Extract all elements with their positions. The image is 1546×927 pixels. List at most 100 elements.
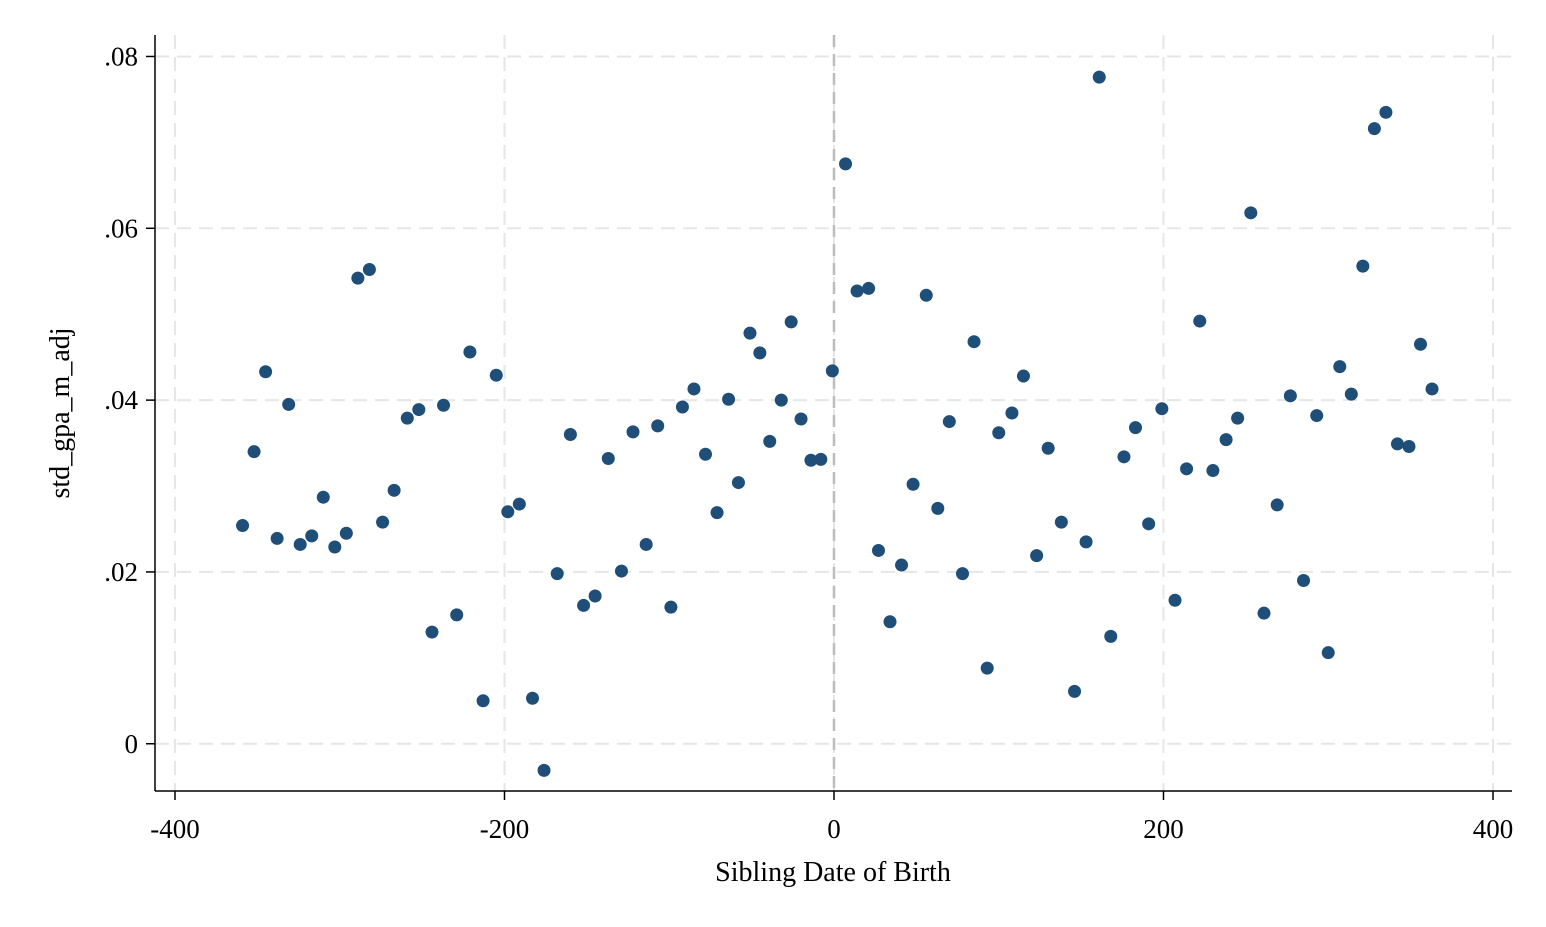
y-tick-label: 0 <box>125 729 139 759</box>
data-point <box>1379 105 1393 119</box>
data-point <box>1016 369 1030 383</box>
x-tick-label: -200 <box>480 814 530 844</box>
data-point <box>1297 574 1311 588</box>
data-point <box>814 452 828 466</box>
data-point <box>931 501 945 515</box>
data-point <box>698 447 712 461</box>
data-point <box>1206 464 1220 478</box>
data-point <box>774 393 788 407</box>
y-tick-label: .04 <box>104 385 138 415</box>
data-point <box>722 392 736 406</box>
data-point <box>563 427 577 441</box>
data-point <box>1041 441 1055 455</box>
data-point <box>601 452 615 466</box>
data-point <box>1425 382 1439 396</box>
data-point <box>1068 684 1082 698</box>
data-point <box>753 346 767 360</box>
data-point <box>512 497 526 511</box>
data-point <box>425 625 439 639</box>
data-point <box>526 691 540 705</box>
data-point <box>362 263 376 277</box>
y-tick-label: .08 <box>104 41 138 71</box>
data-point <box>980 661 994 675</box>
data-point <box>282 397 296 411</box>
data-point <box>1321 646 1335 660</box>
data-point <box>675 400 689 414</box>
data-point <box>1142 517 1156 531</box>
data-point <box>270 531 284 545</box>
data-point <box>1270 498 1284 512</box>
data-point <box>316 490 330 504</box>
data-point <box>1283 389 1297 403</box>
data-point <box>1155 402 1169 416</box>
data-point <box>537 763 551 777</box>
data-point <box>450 608 464 622</box>
data-point <box>763 434 777 448</box>
data-point <box>862 281 876 295</box>
data-point <box>1054 515 1068 529</box>
data-point <box>1310 409 1324 423</box>
data-point <box>804 453 818 467</box>
data-point <box>956 567 970 581</box>
x-tick-label: 400 <box>1473 814 1514 844</box>
data-point <box>906 477 920 491</box>
data-point <box>967 335 981 349</box>
data-point <box>1402 440 1416 454</box>
data-point <box>651 419 665 433</box>
data-point <box>1104 629 1118 643</box>
data-point <box>1005 406 1019 420</box>
data-point <box>883 615 897 629</box>
data-point <box>871 543 885 557</box>
data-point <box>437 398 451 412</box>
data-point <box>247 445 261 459</box>
data-point <box>614 564 628 578</box>
data-point <box>1367 122 1381 136</box>
points-layer <box>236 70 1439 777</box>
data-point <box>710 506 724 520</box>
grid-layer <box>155 35 1512 791</box>
data-point <box>328 540 342 554</box>
data-point <box>1193 314 1207 328</box>
data-point <box>588 589 602 603</box>
y-tick-label: .02 <box>104 557 138 587</box>
data-point <box>626 425 640 439</box>
data-point <box>1333 360 1347 374</box>
data-point <box>236 519 250 533</box>
data-point <box>376 515 390 529</box>
data-point <box>387 483 401 497</box>
data-point <box>825 364 839 378</box>
data-point <box>687 382 701 396</box>
data-point <box>664 600 678 614</box>
data-point <box>1117 450 1131 464</box>
data-point <box>1231 411 1245 425</box>
x-tick-label: 0 <box>827 814 841 844</box>
data-point <box>1180 462 1194 476</box>
data-point <box>412 403 426 417</box>
data-point <box>784 315 798 329</box>
data-point <box>1079 535 1093 549</box>
data-point <box>305 529 319 543</box>
data-point <box>639 537 653 551</box>
data-point <box>577 598 591 612</box>
data-point <box>1356 259 1370 273</box>
data-point <box>1257 606 1271 620</box>
data-point <box>1219 433 1233 447</box>
data-point <box>1168 593 1182 607</box>
data-point <box>1344 387 1358 401</box>
data-point <box>1030 549 1044 563</box>
data-point <box>550 567 564 581</box>
data-point <box>400 411 414 425</box>
y-tick-label: .06 <box>104 213 138 243</box>
data-point <box>1128 421 1142 435</box>
x-tick-label: -400 <box>150 814 200 844</box>
x-tick-label: 200 <box>1143 814 1184 844</box>
data-point <box>1390 437 1404 451</box>
data-point <box>489 368 503 382</box>
data-point <box>731 476 745 490</box>
data-point <box>1244 206 1258 220</box>
data-point <box>794 412 808 426</box>
data-point <box>850 284 864 298</box>
data-point <box>351 271 365 285</box>
data-point <box>895 558 909 572</box>
